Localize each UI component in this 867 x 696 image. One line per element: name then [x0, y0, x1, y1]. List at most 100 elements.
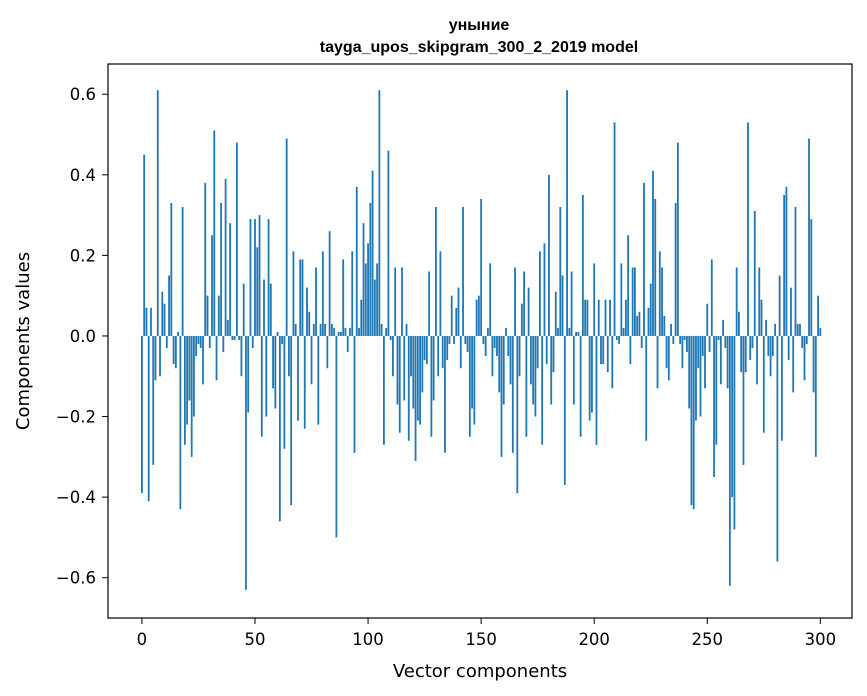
bar-283 — [780, 335, 783, 441]
bar-10 — [163, 303, 166, 336]
bar-212 — [620, 263, 623, 336]
bar-129 — [432, 335, 435, 401]
bar-168 — [520, 303, 523, 336]
bar-187 — [563, 335, 566, 486]
bar-282 — [778, 275, 781, 336]
bar-21 — [188, 335, 191, 401]
bar-253 — [713, 335, 715, 477]
bar-89 — [342, 259, 345, 336]
bar-38 — [226, 319, 229, 336]
bar-109 — [387, 150, 390, 336]
bar-259 — [726, 335, 729, 389]
bar-175 — [536, 335, 539, 369]
bar-243 — [690, 335, 693, 506]
bar-104 — [376, 263, 379, 336]
bar-174 — [534, 335, 537, 417]
bar-32 — [213, 130, 216, 336]
bar-63 — [283, 335, 286, 449]
bar-284 — [783, 194, 786, 336]
bar-73 — [306, 287, 308, 336]
bar-69 — [297, 335, 299, 421]
bar-153 — [487, 327, 489, 336]
bar-68 — [294, 323, 297, 336]
bar-207 — [609, 299, 611, 336]
bar-135 — [446, 335, 449, 361]
x-tick-label: 300 — [805, 630, 837, 649]
bar-172 — [529, 335, 532, 385]
bar-92 — [349, 327, 351, 336]
bar-161 — [505, 327, 507, 336]
bar-30 — [208, 335, 211, 349]
bar-114 — [398, 335, 401, 433]
bar-274 — [760, 299, 763, 336]
bar-278 — [769, 335, 772, 377]
bar-295 — [808, 138, 810, 336]
bar-229 — [658, 251, 661, 336]
bar-55 — [265, 335, 268, 417]
bar-218 — [634, 267, 636, 336]
bar-7 — [156, 90, 159, 336]
chart-subtitle: tayga_upos_skipgram_300_2_2019 model — [320, 39, 638, 56]
x-axis-label: Vector components — [393, 661, 567, 682]
bar-178 — [543, 243, 546, 336]
bar-233 — [667, 335, 670, 381]
bar-156 — [493, 335, 496, 349]
bar-62 — [281, 335, 284, 345]
bar-297 — [812, 335, 815, 393]
bar-256 — [719, 335, 722, 385]
bar-261 — [731, 335, 734, 498]
bars-group — [141, 90, 822, 590]
bar-251 — [708, 335, 711, 353]
bar-88 — [340, 331, 342, 336]
bar-20 — [186, 335, 189, 425]
bar-49 — [251, 335, 254, 349]
bar-145 — [468, 335, 471, 437]
bar-120 — [412, 335, 415, 409]
bar-102 — [371, 170, 374, 336]
bar-86 — [335, 335, 338, 538]
bar-235 — [672, 335, 675, 345]
bar-78 — [317, 335, 320, 425]
bar-180 — [548, 174, 550, 336]
bar-119 — [410, 335, 412, 377]
bar-98 — [362, 223, 365, 336]
bar-52 — [258, 215, 261, 336]
bar-191 — [572, 335, 575, 405]
bar-130 — [435, 207, 437, 336]
bar-211 — [618, 335, 620, 345]
bar-279 — [771, 335, 774, 357]
bar-215 — [627, 235, 630, 336]
bar-232 — [665, 335, 668, 369]
bar-220 — [638, 311, 641, 336]
bar-273 — [758, 267, 761, 336]
bar-79 — [319, 323, 322, 336]
bar-122 — [416, 335, 419, 421]
bar-106 — [380, 323, 383, 336]
bar-213 — [622, 327, 625, 336]
bar-81 — [324, 323, 326, 336]
bar-48 — [249, 219, 252, 336]
bar-266 — [742, 335, 745, 465]
bar-182 — [552, 335, 555, 373]
bar-171 — [527, 287, 530, 336]
bar-184 — [557, 327, 559, 336]
bar-241 — [686, 335, 688, 353]
bar-15 — [174, 335, 177, 369]
bar-208 — [611, 335, 614, 389]
bar-110 — [389, 335, 392, 340]
bar-216 — [629, 335, 632, 365]
bar-219 — [636, 315, 639, 336]
bar-113 — [396, 335, 399, 405]
bar-105 — [378, 90, 381, 336]
bar-290 — [796, 323, 799, 336]
bar-206 — [606, 335, 609, 373]
bar-46 — [245, 335, 247, 590]
bar-271 — [753, 211, 756, 336]
bar-177 — [541, 335, 544, 445]
bar-294 — [805, 335, 808, 345]
bar-263 — [735, 267, 738, 336]
bar-272 — [756, 335, 758, 385]
bar-0 — [141, 335, 143, 494]
y-tick-label: 0.2 — [70, 246, 96, 265]
bar-95 — [355, 186, 358, 336]
